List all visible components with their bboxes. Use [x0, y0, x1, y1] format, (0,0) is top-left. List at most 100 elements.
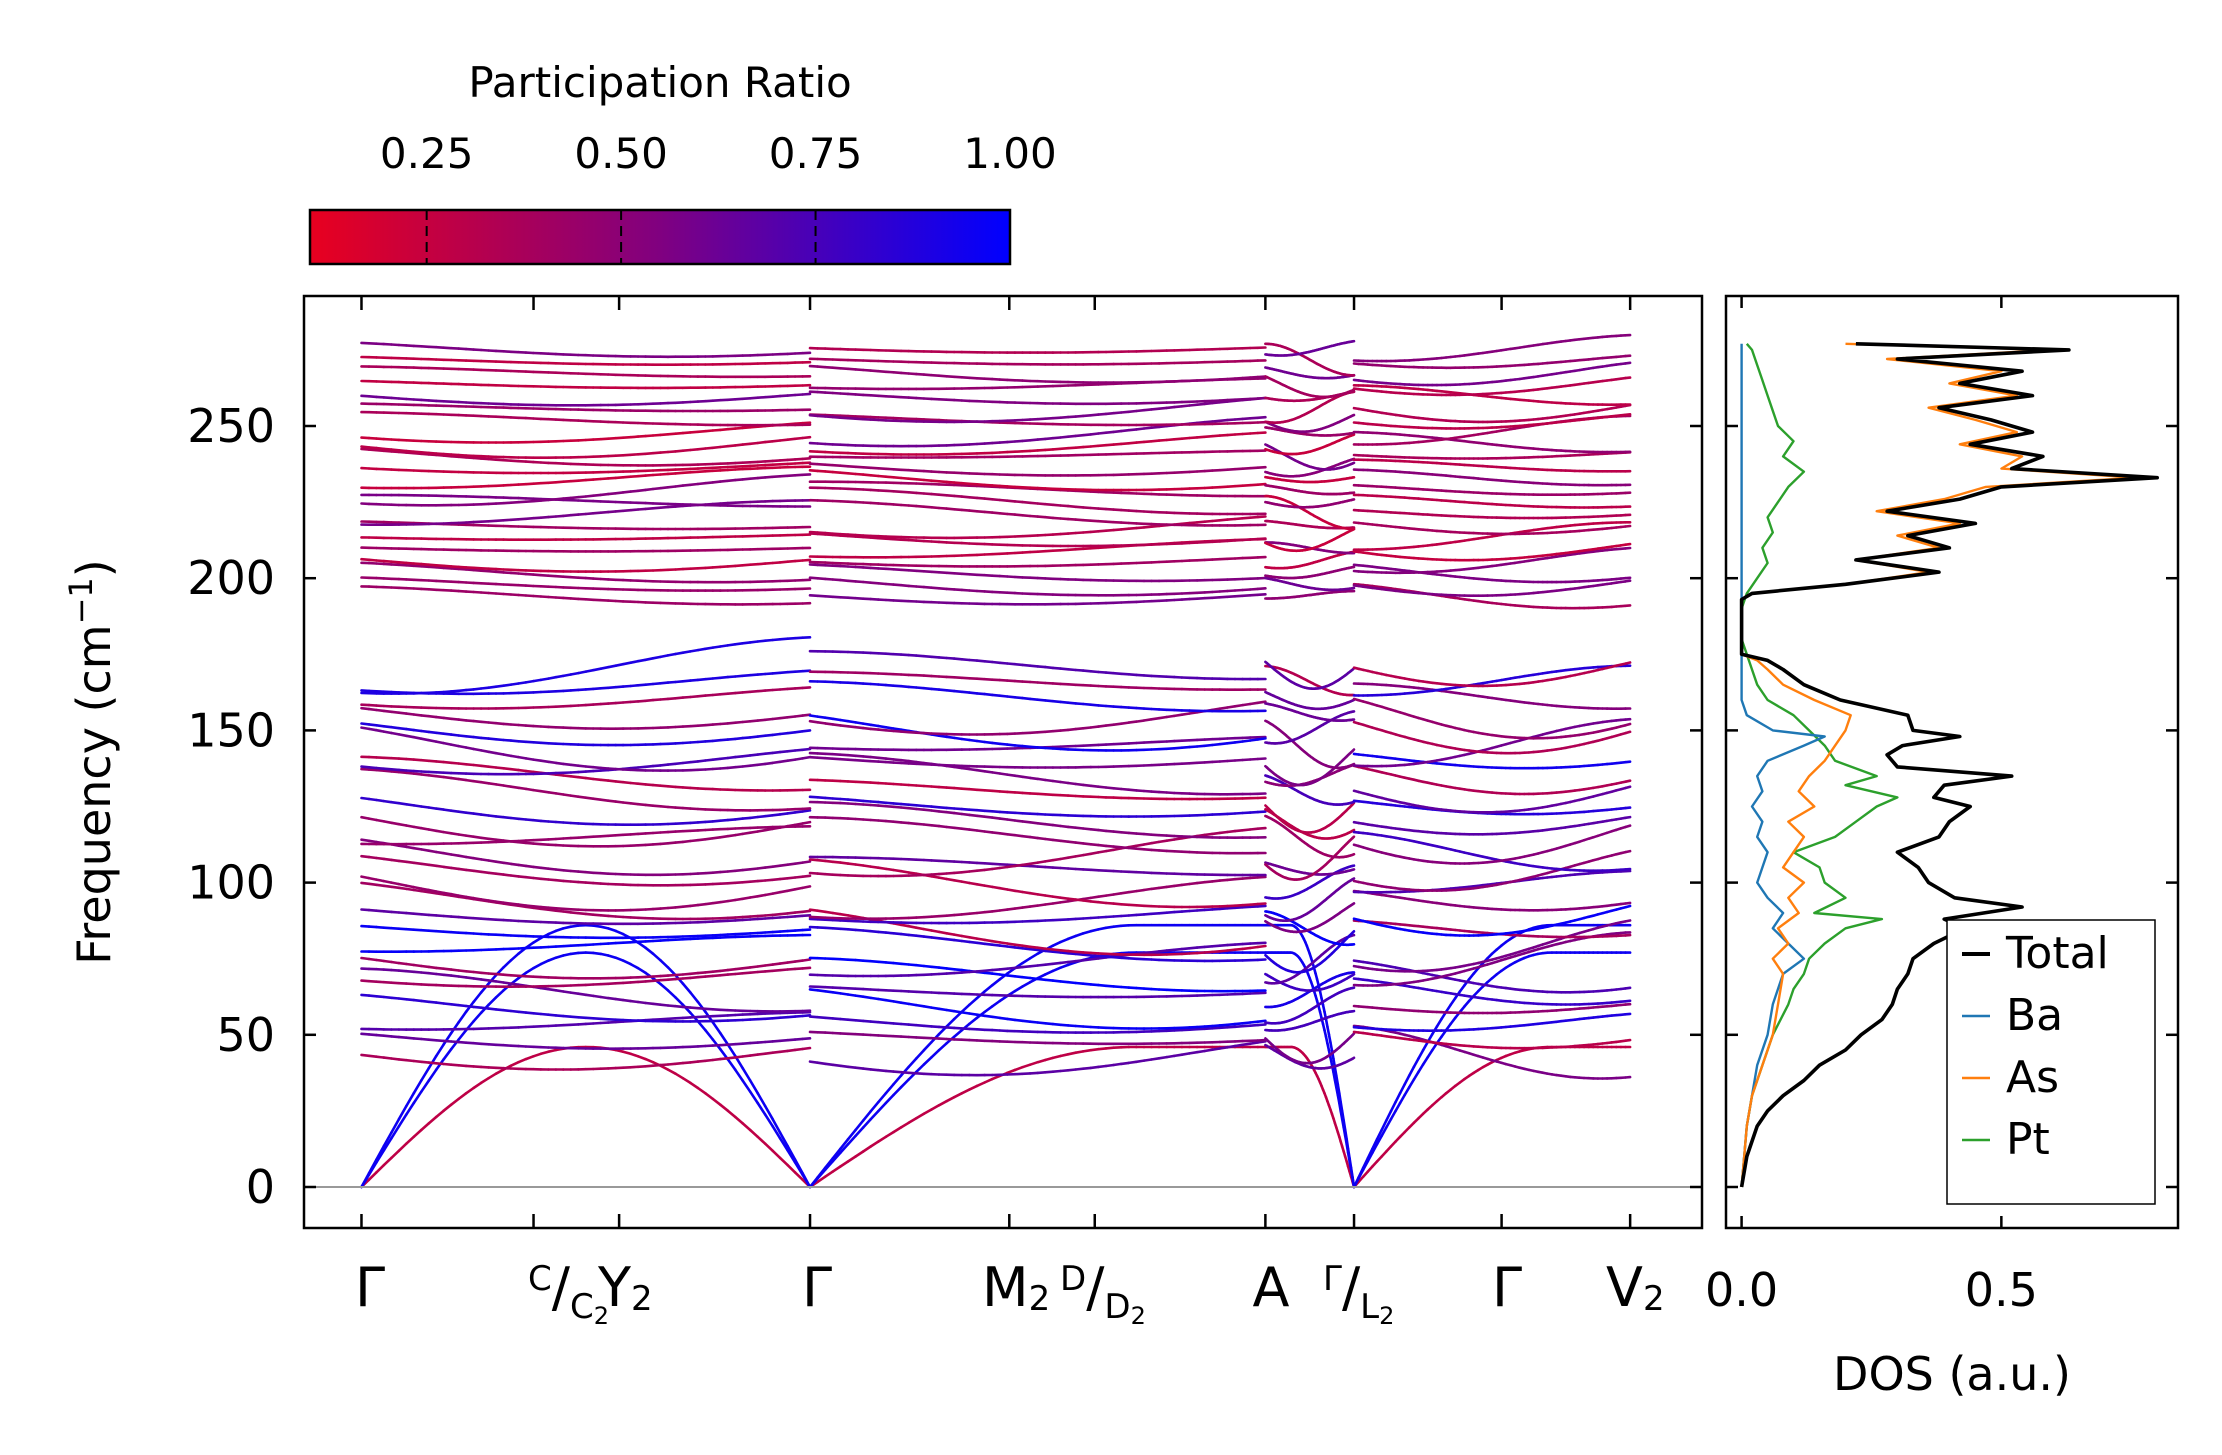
band-segment — [801, 928, 812, 932]
band-segment — [801, 809, 812, 813]
band-segment — [876, 1091, 888, 1104]
band-segment — [937, 1042, 948, 1052]
band-segment — [419, 1122, 431, 1132]
band-segment — [1349, 1166, 1354, 1179]
band-segment — [1375, 1128, 1383, 1141]
band-segment — [1351, 877, 1356, 881]
band-segment — [990, 977, 1002, 987]
band-segment — [449, 1020, 461, 1035]
band-segment — [831, 1151, 842, 1163]
band-segment — [1351, 972, 1356, 977]
band-segment — [907, 1117, 918, 1125]
band-segment — [823, 1157, 835, 1170]
band-segment — [786, 1149, 797, 1164]
band-segment — [801, 1013, 812, 1018]
band-segment — [1351, 852, 1356, 857]
band-segment — [644, 946, 655, 956]
band-segment — [801, 807, 812, 811]
band-segment — [464, 1086, 475, 1095]
band-segment — [636, 966, 647, 975]
band-segment — [360, 1172, 371, 1189]
band-segment — [778, 1156, 789, 1167]
band-segment — [509, 1060, 520, 1067]
band-segment — [659, 1064, 670, 1071]
band-segment — [1398, 1093, 1406, 1105]
band-segment — [681, 1076, 692, 1085]
band-segment — [629, 962, 640, 970]
band-segment — [726, 1043, 737, 1058]
band-segment — [614, 956, 625, 962]
band-segment — [831, 1165, 842, 1173]
band-segment — [629, 1052, 640, 1058]
band-segment — [382, 1131, 393, 1148]
band-segment — [1335, 1085, 1340, 1097]
band-segment — [1444, 1003, 1452, 1014]
band-segment — [771, 1149, 782, 1160]
band-segment — [704, 1028, 715, 1041]
band-segment — [524, 1055, 535, 1061]
band-segment — [990, 999, 1002, 1008]
band-segment — [771, 1117, 782, 1134]
band-segment — [1335, 1074, 1340, 1086]
band-segment — [1417, 1063, 1425, 1074]
band-segment — [1051, 940, 1062, 948]
band-segment — [801, 747, 812, 752]
band-segment — [786, 1144, 797, 1161]
band-segment — [914, 1112, 926, 1120]
band-segment — [659, 958, 670, 969]
band-segment — [509, 952, 520, 962]
band-segment — [1339, 1100, 1344, 1113]
band-segment — [704, 1092, 715, 1101]
band-segment — [983, 1005, 994, 1014]
band-segment — [517, 1057, 528, 1064]
band-segment — [1256, 1019, 1267, 1024]
band-segment — [494, 1068, 505, 1075]
band-segment — [644, 1057, 655, 1064]
band-segment — [1375, 1134, 1383, 1146]
band-segment — [718, 1031, 730, 1046]
band-segment — [816, 1175, 827, 1184]
band-segment — [1412, 1057, 1420, 1069]
band-segment — [968, 1084, 979, 1091]
band-segment — [861, 1110, 873, 1122]
band-segment — [457, 1010, 468, 1024]
band-segment — [1389, 1109, 1397, 1121]
band-segment — [741, 1122, 752, 1132]
band-segment — [869, 1100, 880, 1113]
band-segment — [854, 1126, 865, 1138]
band-segment — [854, 1150, 865, 1158]
band-segment — [375, 1163, 386, 1174]
band-segment — [1044, 1056, 1055, 1062]
band-segment — [1449, 996, 1457, 1007]
band-segment — [823, 1160, 835, 1172]
band-segment — [922, 1056, 933, 1066]
band-segment — [771, 1125, 782, 1140]
band-segment — [1059, 937, 1070, 944]
band-segment — [1394, 1101, 1402, 1113]
band-segment — [1256, 904, 1267, 908]
band-segment — [1343, 1128, 1348, 1141]
band-segment — [1338, 1091, 1342, 1104]
band-segment — [367, 1171, 378, 1181]
band-segment — [390, 1125, 401, 1140]
band-segment — [1051, 1054, 1062, 1060]
band-segment — [1371, 1143, 1379, 1155]
band-segment — [1339, 1109, 1344, 1121]
band-segment — [427, 1068, 438, 1082]
band-segment — [1036, 973, 1047, 980]
band-segment — [1013, 985, 1024, 993]
band-lines — [360, 333, 1632, 1189]
band-segment — [1066, 960, 1077, 967]
band-segment — [1021, 980, 1032, 988]
band-segment — [892, 1126, 903, 1134]
band-segment — [1013, 1065, 1024, 1072]
band-segment — [1351, 835, 1356, 840]
band-segment — [1345, 1138, 1350, 1151]
band-segment — [1059, 963, 1070, 970]
band-segment — [711, 1097, 722, 1106]
band-segment — [892, 1074, 903, 1086]
band-segment — [778, 1131, 789, 1148]
band-segment — [606, 954, 618, 960]
band-segment — [763, 1104, 775, 1121]
